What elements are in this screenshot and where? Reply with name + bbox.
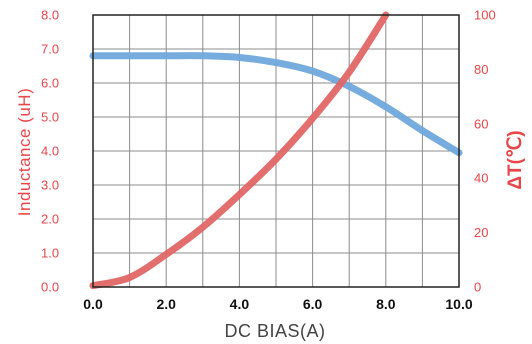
series-layer xyxy=(89,11,463,290)
left-tick-label: 2.0 xyxy=(41,212,59,227)
x-tick-label: 0.0 xyxy=(83,296,103,312)
x-tick-label: 8.0 xyxy=(376,296,396,312)
left-tick-label: 7.0 xyxy=(41,42,59,57)
right-tick-label: 60 xyxy=(474,116,488,131)
right-axis-label: ΔT(℃) xyxy=(505,130,526,189)
right-tick-label: 40 xyxy=(474,171,488,186)
left-tick-label: 4.0 xyxy=(41,144,59,159)
plot-frame xyxy=(92,14,460,288)
right-axis-ticks: 0 20 40 60 80 100 xyxy=(474,8,496,295)
left-axis-ticks: 0.0 1.0 2.0 3.0 4.0 5.0 6.0 7.0 8.0 xyxy=(41,8,59,295)
x-axis-ticks: 0.0 2.0 4.0 6.0 8.0 10.0 xyxy=(83,296,473,312)
left-tick-label: 1.0 xyxy=(41,246,59,261)
right-tick-label: 80 xyxy=(474,62,488,77)
right-tick-label: 20 xyxy=(474,225,488,240)
x-tick-label: 4.0 xyxy=(230,296,250,312)
right-tick-label: 0 xyxy=(474,280,481,295)
left-tick-label: 6.0 xyxy=(41,76,59,91)
left-tick-label: 8.0 xyxy=(41,8,59,23)
temperature-curve xyxy=(89,11,390,290)
left-tick-label: 3.0 xyxy=(41,178,59,193)
x-axis-label: DC BIAS(A) xyxy=(224,321,325,341)
inductance-curve xyxy=(89,52,463,157)
left-tick-label: 5.0 xyxy=(41,110,59,125)
x-tick-label: 2.0 xyxy=(156,296,176,312)
x-tick-label: 10.0 xyxy=(445,296,472,312)
x-tick-label: 6.0 xyxy=(303,296,323,312)
right-tick-label: 100 xyxy=(474,8,496,23)
grid xyxy=(93,15,459,287)
left-tick-label: 0.0 xyxy=(41,280,59,295)
left-axis-label: Inductance (uH) xyxy=(15,88,34,216)
